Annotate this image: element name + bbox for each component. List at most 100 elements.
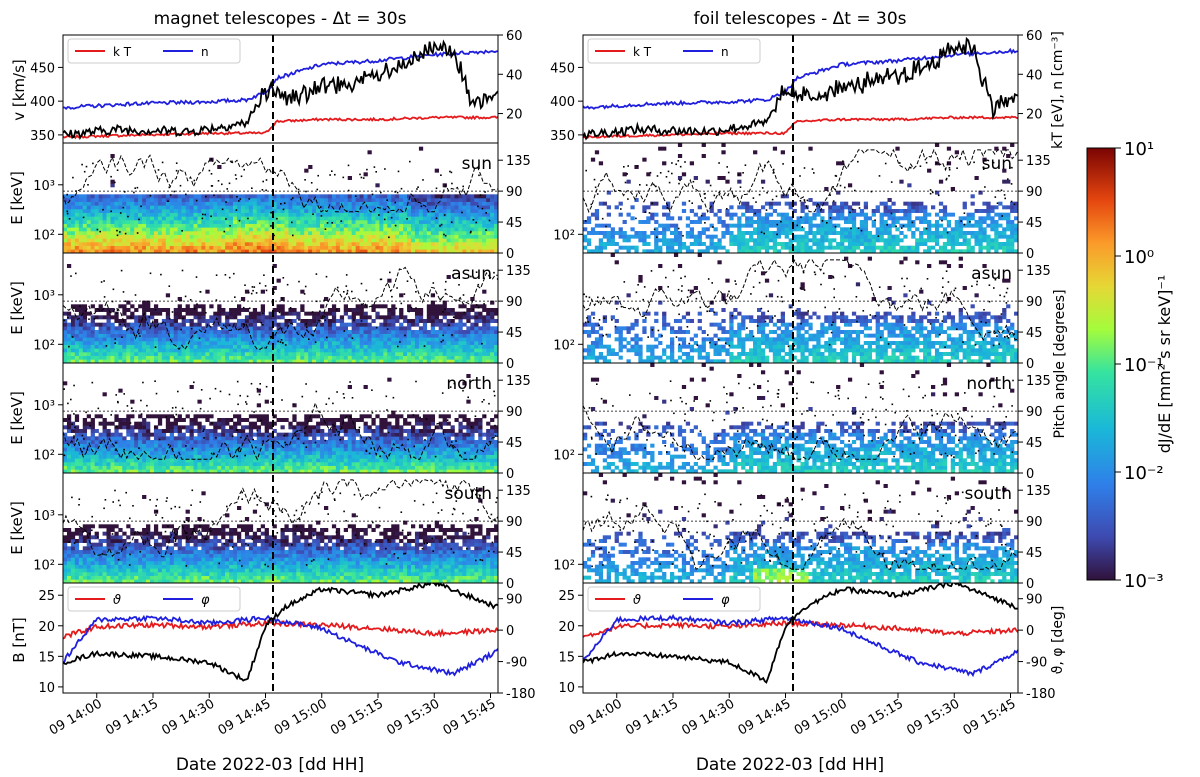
flux-cell: [193, 337, 198, 342]
flux-cell: [138, 245, 143, 250]
flux-cell: [296, 429, 301, 433]
flux-cell: [403, 469, 408, 473]
pitch-angle-point: [305, 190, 307, 193]
flux-cell: [106, 315, 111, 320]
flux-cell: [185, 308, 190, 312]
flux-cell: [478, 242, 483, 246]
flux-cell: [478, 341, 483, 345]
flux-cell: [142, 234, 147, 239]
flux-cell: [264, 249, 269, 253]
flux-cell: [193, 216, 198, 221]
flux-cell: [181, 326, 186, 331]
flux-cell: [126, 238, 131, 243]
flux-cell: [458, 326, 463, 331]
flux-cell: [347, 333, 352, 338]
flux-cell: [288, 227, 293, 232]
flux-cell: [205, 194, 210, 199]
flux-cell: [173, 421, 178, 426]
flux-cell: [146, 462, 151, 466]
flux-cell: [383, 249, 388, 253]
flux-cell: [217, 469, 222, 473]
pitch-angle-point: [184, 295, 187, 298]
flux-cell: [486, 359, 491, 363]
flux-cell: [201, 344, 206, 349]
flux-cell: [165, 348, 171, 353]
flux-cell: [331, 322, 337, 327]
flux-cell: [288, 231, 293, 235]
flux-cell: [82, 231, 88, 235]
flux-cell: [320, 245, 325, 250]
flux-cell: [74, 469, 80, 473]
flux-cell: [86, 421, 91, 426]
flux-cell: [157, 341, 163, 345]
flux-cell: [411, 319, 416, 323]
flux-cell: [391, 469, 396, 473]
flux-cell: [296, 355, 301, 360]
flux-cell: [470, 308, 475, 312]
flux-cell: [78, 359, 84, 363]
flux-cell: [284, 194, 289, 199]
flux-cell: [308, 451, 313, 455]
flux-cell: [466, 194, 471, 199]
flux-cell: [66, 414, 72, 419]
flux-cell: [474, 348, 479, 353]
flux-cell: [418, 209, 424, 213]
pitch-angle-point: [149, 272, 152, 275]
flux-cell: [225, 348, 230, 353]
pitch-angle-point: [103, 280, 105, 282]
flux-cell: [233, 209, 238, 213]
flux-cell: [363, 304, 368, 309]
flux-cell: [470, 326, 475, 331]
flux-cell: [153, 458, 159, 463]
flux-cell: [256, 418, 262, 422]
flux-cell: [430, 245, 436, 250]
flux-cell: [260, 333, 265, 338]
pitch-angle-point: [105, 345, 108, 347]
flux-cell: [316, 227, 321, 232]
flux-cell: [454, 209, 459, 213]
flux-cell: [233, 341, 238, 345]
flux-cell: [110, 454, 115, 459]
flux-cell: [288, 443, 293, 448]
pitch-angle-point: [450, 221, 453, 223]
flux-cell: [173, 227, 178, 232]
flux-cell: [320, 220, 325, 224]
flux-cell: [371, 308, 376, 312]
flux-cell: [403, 216, 408, 221]
flux-cell: [86, 242, 91, 246]
flux-cell: [474, 223, 479, 228]
flux-cell: [280, 245, 285, 250]
flux-cell: [316, 223, 321, 228]
flux-cell: [173, 238, 178, 243]
flux-cell: [74, 216, 80, 221]
flux-cell: [347, 462, 352, 466]
flux-cell: [118, 234, 123, 239]
flux-cell: [442, 300, 447, 305]
flux-cell: [268, 465, 273, 470]
flux-cell: [201, 242, 206, 246]
flux-cell: [284, 454, 289, 459]
pitch-angle-point: [347, 164, 350, 167]
flux-cell: [66, 231, 72, 235]
flux-cell: [134, 344, 139, 349]
flux-cell: [201, 348, 206, 353]
flux-cell: [118, 238, 123, 243]
flux-cell: [240, 220, 246, 224]
flux-cell: [422, 201, 428, 206]
flux-cell: [347, 227, 352, 232]
flux-cell: [387, 458, 392, 463]
flux-cell: [153, 337, 159, 342]
flux-cell: [414, 352, 420, 356]
flux-cell: [177, 462, 182, 466]
flux-cell: [209, 330, 214, 334]
flux-cell: [98, 223, 103, 228]
flux-cell: [197, 326, 202, 331]
flux-cell: [288, 454, 293, 459]
flux-cell: [399, 216, 404, 221]
flux-cell: [102, 454, 107, 459]
flux-cell: [316, 421, 321, 426]
pitch-angle-point: [116, 309, 119, 311]
flux-cell: [221, 194, 226, 199]
flux-cell: [165, 212, 171, 217]
flux-cell: [343, 322, 349, 327]
